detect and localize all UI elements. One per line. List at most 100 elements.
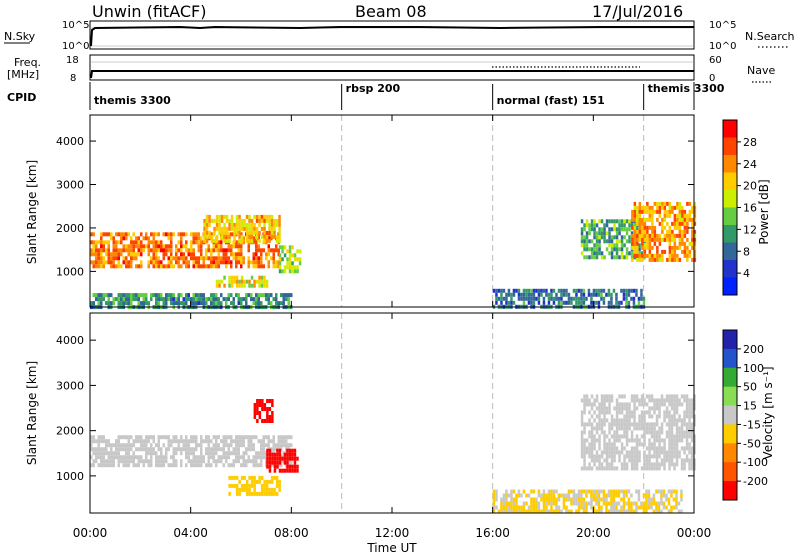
data-cell xyxy=(575,497,578,502)
data-cell xyxy=(512,497,516,502)
data-cell xyxy=(220,301,223,306)
data-cell xyxy=(255,479,259,484)
data-cell xyxy=(495,296,498,301)
data-cell xyxy=(603,406,606,411)
data-cell xyxy=(683,466,686,471)
data-cell xyxy=(97,435,100,440)
data-cell xyxy=(110,236,113,241)
data-cell xyxy=(268,479,271,484)
data-cell xyxy=(537,509,541,514)
data-cell xyxy=(565,300,568,305)
data-cell xyxy=(222,435,225,440)
data-cell xyxy=(230,275,234,280)
data-cell xyxy=(267,301,270,306)
data-cell xyxy=(658,414,661,419)
data-cell xyxy=(237,248,240,253)
data-cell xyxy=(610,450,614,455)
data-cell xyxy=(291,448,294,453)
data-cell xyxy=(603,450,606,455)
data-cell xyxy=(180,463,183,468)
data-cell xyxy=(567,497,571,502)
data-cell xyxy=(265,234,269,239)
data-cell xyxy=(276,456,279,461)
data-cell xyxy=(686,253,689,258)
nsky-label: N.Sky xyxy=(4,30,36,43)
data-cell xyxy=(127,244,130,249)
data-cell xyxy=(651,253,654,258)
data-cell xyxy=(635,489,638,494)
data-cell xyxy=(157,264,160,269)
data-cell xyxy=(293,257,297,262)
data-cell xyxy=(137,236,140,241)
data-cell xyxy=(642,296,646,301)
nsky-line xyxy=(90,25,694,47)
data-cell xyxy=(588,446,591,451)
data-cell xyxy=(658,398,661,403)
data-cell xyxy=(117,293,120,298)
data-cell xyxy=(278,452,282,457)
data-cell xyxy=(593,398,596,403)
data-cell xyxy=(598,454,601,459)
data-cell xyxy=(237,459,240,464)
data-cell xyxy=(257,260,260,265)
data-cell xyxy=(268,407,272,411)
data-cell xyxy=(588,454,591,459)
data-cell xyxy=(255,234,259,239)
data-cell xyxy=(235,293,238,298)
data-cell xyxy=(598,422,601,427)
data-cell xyxy=(647,489,651,494)
data-cell xyxy=(605,418,609,423)
data-cell xyxy=(240,483,244,488)
data-cell xyxy=(600,422,604,427)
data-cell xyxy=(587,288,591,293)
nsearch-tick-low: 10^0 xyxy=(709,41,736,52)
data-cell xyxy=(245,226,249,231)
data-cell xyxy=(157,297,160,302)
data-cell xyxy=(610,418,614,423)
data-cell xyxy=(238,279,241,284)
data-cell xyxy=(658,213,662,218)
data-cell xyxy=(272,443,275,448)
data-cell xyxy=(650,446,654,451)
data-cell xyxy=(492,288,496,293)
data-cell xyxy=(100,232,103,237)
data-cell xyxy=(590,402,594,407)
data-cell xyxy=(212,293,215,298)
data-cell xyxy=(565,505,568,510)
data-cell xyxy=(250,439,253,444)
data-cell xyxy=(152,293,155,298)
data-cell xyxy=(233,238,236,243)
data-cell xyxy=(227,260,230,265)
data-cell xyxy=(252,297,255,302)
data-cell xyxy=(648,446,651,451)
data-cell xyxy=(653,257,657,262)
data-cell xyxy=(615,300,618,305)
x-tick-label: 04:00 xyxy=(173,526,208,540)
data-cell xyxy=(492,489,496,494)
data-cell xyxy=(272,252,275,257)
data-cell xyxy=(182,244,185,249)
data-cell xyxy=(640,505,643,510)
data-cell xyxy=(147,260,150,265)
data-cell xyxy=(557,497,561,502)
data-cell xyxy=(200,447,203,452)
data-cell xyxy=(258,275,261,280)
data-cell xyxy=(660,462,664,467)
data-cell xyxy=(613,247,616,252)
data-cell xyxy=(137,293,140,298)
data-cell xyxy=(127,293,130,298)
data-cell xyxy=(681,229,684,234)
cpid-segment-label: normal (fast) 151 xyxy=(497,94,605,107)
data-cell xyxy=(248,483,251,488)
data-cell xyxy=(623,422,626,427)
data-cell xyxy=(663,454,666,459)
data-cell xyxy=(253,411,257,415)
data-cell xyxy=(620,426,624,431)
data-cell xyxy=(132,443,135,448)
data-cell xyxy=(680,458,684,463)
data-cell xyxy=(595,398,599,403)
data-cell xyxy=(648,205,652,210)
data-cell xyxy=(632,501,636,506)
data-cell xyxy=(192,455,195,460)
data-cell xyxy=(142,459,145,464)
